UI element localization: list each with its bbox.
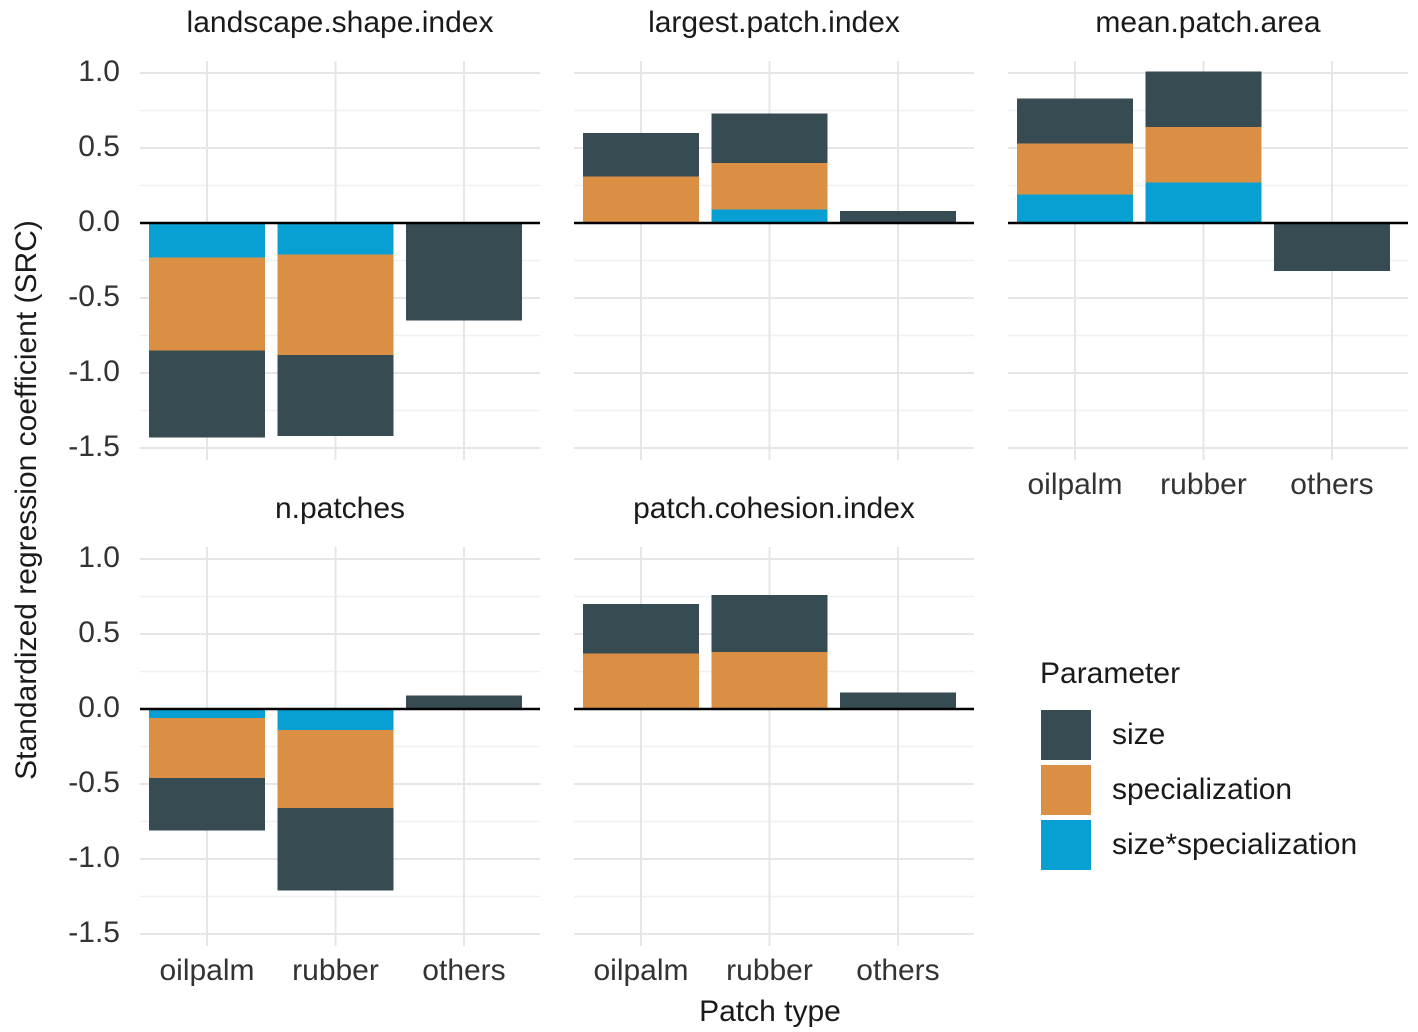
legend-label: size*specialization bbox=[1112, 828, 1357, 861]
bar-segment bbox=[711, 595, 828, 652]
x-tick-label: oilpalm bbox=[159, 954, 254, 987]
bar-segment bbox=[149, 257, 265, 351]
y-tick-label: 0.0 bbox=[78, 205, 120, 238]
bar-segment bbox=[1145, 127, 1262, 183]
y-tick-label: 1.0 bbox=[78, 55, 120, 88]
bar-segment bbox=[583, 604, 699, 654]
x-tick-label: rubber bbox=[292, 954, 379, 987]
y-tick-label: -1.5 bbox=[68, 916, 120, 949]
y-tick-label: -1.0 bbox=[68, 355, 120, 388]
bar-segment bbox=[583, 176, 699, 223]
legend-label: specialization bbox=[1112, 773, 1292, 806]
bar-segment bbox=[277, 254, 394, 355]
legend-title: Parameter bbox=[1040, 657, 1180, 690]
y-tick-label: -0.5 bbox=[68, 766, 120, 799]
bar-segment bbox=[149, 718, 265, 778]
y-axis-label: Standardized regression coefficient (SRC… bbox=[10, 220, 43, 780]
legend-label: size bbox=[1112, 718, 1165, 751]
x-tick-label: oilpalm bbox=[593, 954, 688, 987]
bar-segment bbox=[1145, 71, 1262, 127]
x-tick-label: oilpalm bbox=[1027, 468, 1122, 501]
x-tick-label: rubber bbox=[726, 954, 813, 987]
bar-segment bbox=[1145, 182, 1262, 223]
x-tick-label: others bbox=[1290, 468, 1373, 501]
x-axis-label: Patch type bbox=[699, 995, 841, 1028]
bar-segment bbox=[1017, 98, 1133, 144]
y-tick-label: -0.5 bbox=[68, 280, 120, 313]
bar-segment bbox=[840, 211, 956, 223]
bar-segment bbox=[583, 653, 699, 709]
bar-segment bbox=[583, 133, 699, 177]
bar-segment bbox=[149, 223, 265, 258]
bar-segment bbox=[149, 350, 265, 438]
panel-title: landscape.shape.index bbox=[187, 6, 494, 39]
bar-segment bbox=[840, 692, 956, 709]
bar-segment bbox=[277, 808, 394, 891]
legend-key bbox=[1041, 765, 1091, 815]
legend-key bbox=[1041, 710, 1091, 760]
bar-segment bbox=[1017, 194, 1133, 223]
y-tick-label: 0.5 bbox=[78, 130, 120, 163]
panel-title: largest.patch.index bbox=[648, 6, 900, 39]
bar-segment bbox=[149, 709, 265, 718]
panel-title: mean.patch.area bbox=[1095, 6, 1320, 39]
bar-segment bbox=[277, 709, 394, 730]
panel-title: n.patches bbox=[275, 492, 405, 525]
bar-segment bbox=[277, 355, 394, 436]
bar-segment bbox=[1017, 143, 1133, 195]
bar-segment bbox=[711, 113, 828, 163]
x-tick-label: others bbox=[856, 954, 939, 987]
bar-segment bbox=[277, 223, 394, 255]
y-tick-label: 0.5 bbox=[78, 616, 120, 649]
bar-segment bbox=[406, 695, 522, 709]
y-tick-label: 0.0 bbox=[78, 691, 120, 724]
bar-segment bbox=[711, 163, 828, 210]
bar-segment bbox=[1274, 223, 1390, 271]
x-tick-label: rubber bbox=[1160, 468, 1247, 501]
bar-segment bbox=[711, 652, 828, 709]
y-tick-label: -1.5 bbox=[68, 430, 120, 463]
panel-title: patch.cohesion.index bbox=[633, 492, 915, 525]
y-tick-label: -1.0 bbox=[68, 841, 120, 874]
bar-segment bbox=[406, 223, 522, 321]
x-tick-label: others bbox=[422, 954, 505, 987]
bar-segment bbox=[711, 209, 828, 223]
legend-key bbox=[1041, 820, 1091, 870]
y-tick-label: 1.0 bbox=[78, 541, 120, 574]
bar-segment bbox=[277, 730, 394, 808]
bar-segment bbox=[149, 778, 265, 831]
